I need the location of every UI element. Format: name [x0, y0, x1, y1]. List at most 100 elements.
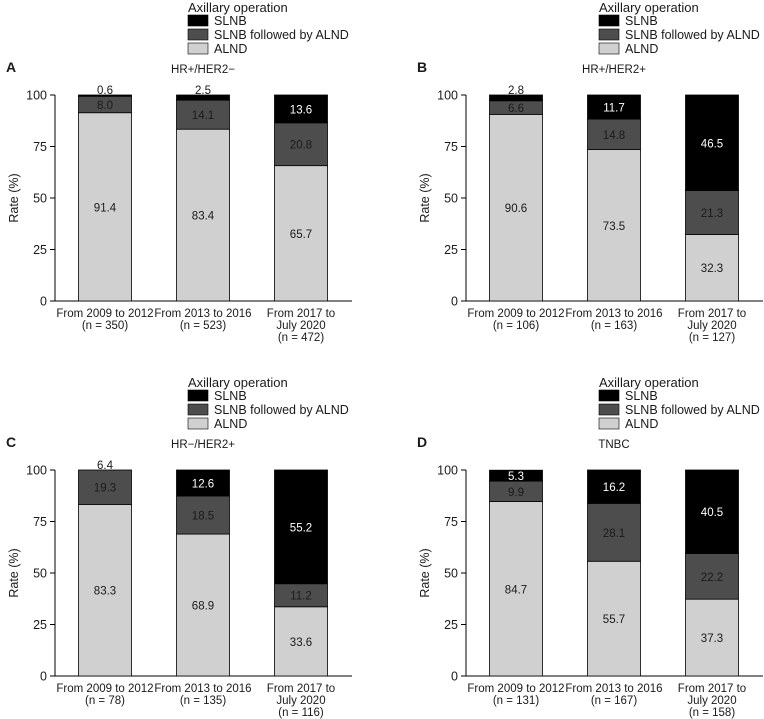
- legend-label: SLNB: [625, 389, 658, 403]
- y-tick-label: 0: [451, 670, 458, 684]
- data-label: 20.8: [290, 140, 312, 152]
- data-label: 84.7: [505, 584, 527, 596]
- legend-label: ALND: [214, 42, 247, 56]
- data-label: 21.3: [701, 208, 723, 220]
- data-label: 9.9: [508, 487, 524, 499]
- data-label: 6.4: [97, 460, 114, 472]
- bar-segment: [587, 94, 641, 120]
- panel-label: B: [417, 59, 427, 75]
- data-label: 68.9: [192, 601, 214, 613]
- bar-segment: [78, 94, 132, 97]
- panel-label: C: [6, 434, 16, 450]
- legend-label: SLNB followed by ALND: [214, 403, 349, 417]
- y-tick-label: 0: [451, 295, 458, 309]
- bar-segment: [587, 149, 641, 302]
- legend-label: SLNB followed by ALND: [625, 28, 760, 42]
- x-tick-label: (n = 116): [278, 707, 324, 719]
- legend-title: Axillary operation: [188, 0, 288, 15]
- bar-segment: [176, 94, 230, 101]
- legend-title: Axillary operation: [188, 375, 288, 390]
- data-label: 40.5: [701, 507, 723, 519]
- bar-segment: [176, 495, 230, 535]
- x-tick-label: (n = 472): [278, 332, 325, 344]
- bar-segment: [587, 469, 641, 504]
- bar-segment: [274, 94, 328, 124]
- legend-swatch: [598, 14, 620, 27]
- data-label: 46.5: [701, 138, 723, 150]
- legend-swatch: [598, 417, 620, 430]
- y-tick-label: 50: [33, 567, 47, 581]
- data-label: 2.5: [195, 85, 211, 97]
- y-tick-label: 25: [444, 618, 458, 632]
- y-tick-label: 50: [444, 567, 458, 581]
- y-tick-label: 100: [26, 89, 47, 103]
- bar-segment: [587, 502, 641, 562]
- legend-label: ALND: [625, 417, 658, 431]
- bar-segment: [274, 122, 328, 167]
- legend-swatch: [598, 28, 620, 41]
- x-tick-label: (n = 78): [85, 695, 125, 707]
- y-tick-label: 25: [33, 618, 47, 632]
- y-axis-label: Rate (%): [7, 548, 21, 597]
- y-axis-label: Rate (%): [7, 173, 21, 222]
- x-tick-label: July 2020: [276, 695, 325, 707]
- bar-segment: [685, 190, 739, 235]
- data-label: 19.3: [94, 483, 116, 495]
- legend-swatch: [187, 28, 209, 41]
- legend-label: SLNB followed by ALND: [625, 403, 760, 417]
- y-tick-label: 100: [26, 464, 47, 478]
- y-tick-label: 50: [444, 192, 458, 206]
- legend-swatch: [598, 42, 620, 55]
- bar-segment: [274, 165, 328, 302]
- x-tick-label: (n = 523): [180, 320, 227, 332]
- x-tick-label: From 2009 to 2012: [467, 308, 564, 320]
- x-tick-label: (n = 127): [689, 332, 736, 344]
- x-tick-label: July 2020: [276, 320, 325, 332]
- data-label: 0.6: [97, 85, 113, 97]
- data-label: 32.3: [701, 263, 723, 275]
- x-tick-label: From 2013 to 2016: [154, 683, 251, 695]
- data-label: 22.2: [701, 572, 723, 584]
- legend-label: ALND: [625, 42, 658, 56]
- x-tick-label: From 2013 to 2016: [565, 308, 662, 320]
- y-tick-label: 100: [437, 89, 458, 103]
- legend-swatch: [187, 403, 209, 416]
- legend-title: Axillary operation: [599, 0, 699, 15]
- bar-segment: [176, 469, 230, 497]
- x-tick-label: (n = 163): [591, 320, 638, 332]
- legend-swatch: [598, 389, 620, 402]
- x-tick-label: (n = 158): [689, 707, 736, 719]
- legend-swatch: [187, 14, 209, 27]
- data-label: 13.6: [290, 104, 312, 116]
- data-label: 55.2: [290, 522, 312, 534]
- legend-swatch: [187, 417, 209, 430]
- bar-segment: [587, 560, 641, 677]
- y-tick-label: 75: [444, 140, 458, 154]
- y-tick-label: 50: [33, 192, 47, 206]
- data-label: 73.5: [603, 221, 625, 233]
- x-tick-label: (n = 350): [82, 320, 129, 332]
- legend-label: SLNB: [625, 14, 658, 28]
- bar-segment: [685, 94, 739, 191]
- bar-segment: [78, 504, 132, 677]
- bar-segment: [176, 99, 230, 130]
- data-label: 12.6: [192, 478, 214, 490]
- x-tick-label: From 2013 to 2016: [565, 683, 662, 695]
- bar-segment: [685, 598, 739, 677]
- y-tick-label: 25: [33, 243, 47, 257]
- x-tick-label: From 2017 to: [678, 308, 746, 320]
- bar-segment: [489, 113, 543, 302]
- x-tick-label: From 2017 to: [678, 683, 746, 695]
- bar-segment: [685, 234, 739, 302]
- data-label: 11.2: [290, 591, 312, 603]
- x-tick-label: July 2020: [687, 695, 736, 707]
- bar-segment: [489, 469, 543, 482]
- bar-segment: [78, 112, 132, 302]
